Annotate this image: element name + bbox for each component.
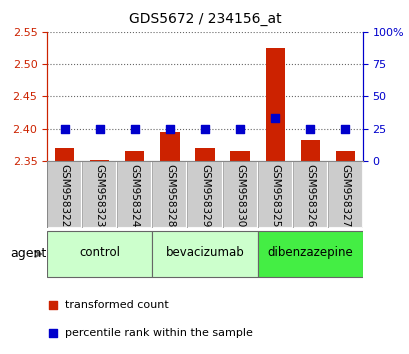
Point xyxy=(131,126,138,132)
Bar xyxy=(257,231,362,277)
Bar xyxy=(82,161,117,228)
Point xyxy=(166,126,173,132)
Text: GSM958326: GSM958326 xyxy=(304,164,315,228)
Bar xyxy=(257,161,292,228)
Text: GDS5672 / 234156_at: GDS5672 / 234156_at xyxy=(128,12,281,27)
Text: GSM958325: GSM958325 xyxy=(270,164,279,228)
Bar xyxy=(47,231,152,277)
Text: dibenzazepine: dibenzazepine xyxy=(267,246,352,259)
Bar xyxy=(327,161,362,228)
Bar xyxy=(222,161,257,228)
Point xyxy=(306,126,313,132)
Text: bevacizumab: bevacizumab xyxy=(165,246,244,259)
Bar xyxy=(160,132,179,161)
Text: GSM958330: GSM958330 xyxy=(234,164,245,228)
Bar xyxy=(152,161,187,228)
Text: percentile rank within the sample: percentile rank within the sample xyxy=(64,327,252,338)
Bar xyxy=(335,152,354,161)
Point xyxy=(50,330,56,336)
Point xyxy=(341,126,348,132)
Bar xyxy=(300,140,319,161)
Bar xyxy=(152,231,257,277)
Point xyxy=(96,126,103,132)
Bar xyxy=(47,161,82,228)
Bar xyxy=(82,161,117,228)
Bar xyxy=(187,161,222,228)
Bar xyxy=(187,161,222,228)
Bar xyxy=(230,152,249,161)
Text: agent: agent xyxy=(10,247,46,261)
Text: GSM958329: GSM958329 xyxy=(200,164,209,228)
Bar xyxy=(265,48,284,161)
Bar xyxy=(47,161,82,228)
Bar xyxy=(117,161,152,228)
Point xyxy=(201,126,208,132)
Bar xyxy=(222,161,257,228)
Point xyxy=(61,126,68,132)
Bar xyxy=(195,148,214,161)
Text: GSM958327: GSM958327 xyxy=(339,164,349,228)
Bar xyxy=(327,161,362,228)
Point xyxy=(50,302,56,307)
Text: GSM958328: GSM958328 xyxy=(164,164,175,228)
Point xyxy=(236,126,243,132)
Text: GSM958324: GSM958324 xyxy=(130,164,139,228)
Text: transformed count: transformed count xyxy=(64,299,168,310)
Text: GSM958322: GSM958322 xyxy=(60,164,70,228)
Point xyxy=(271,116,278,121)
Bar xyxy=(292,161,327,228)
Text: control: control xyxy=(79,246,120,259)
Text: GSM958323: GSM958323 xyxy=(94,164,105,228)
Bar xyxy=(90,160,109,161)
Bar xyxy=(257,161,292,228)
Bar xyxy=(152,161,187,228)
Bar xyxy=(117,161,152,228)
Bar xyxy=(55,148,74,161)
Bar xyxy=(292,161,327,228)
Bar xyxy=(125,152,144,161)
